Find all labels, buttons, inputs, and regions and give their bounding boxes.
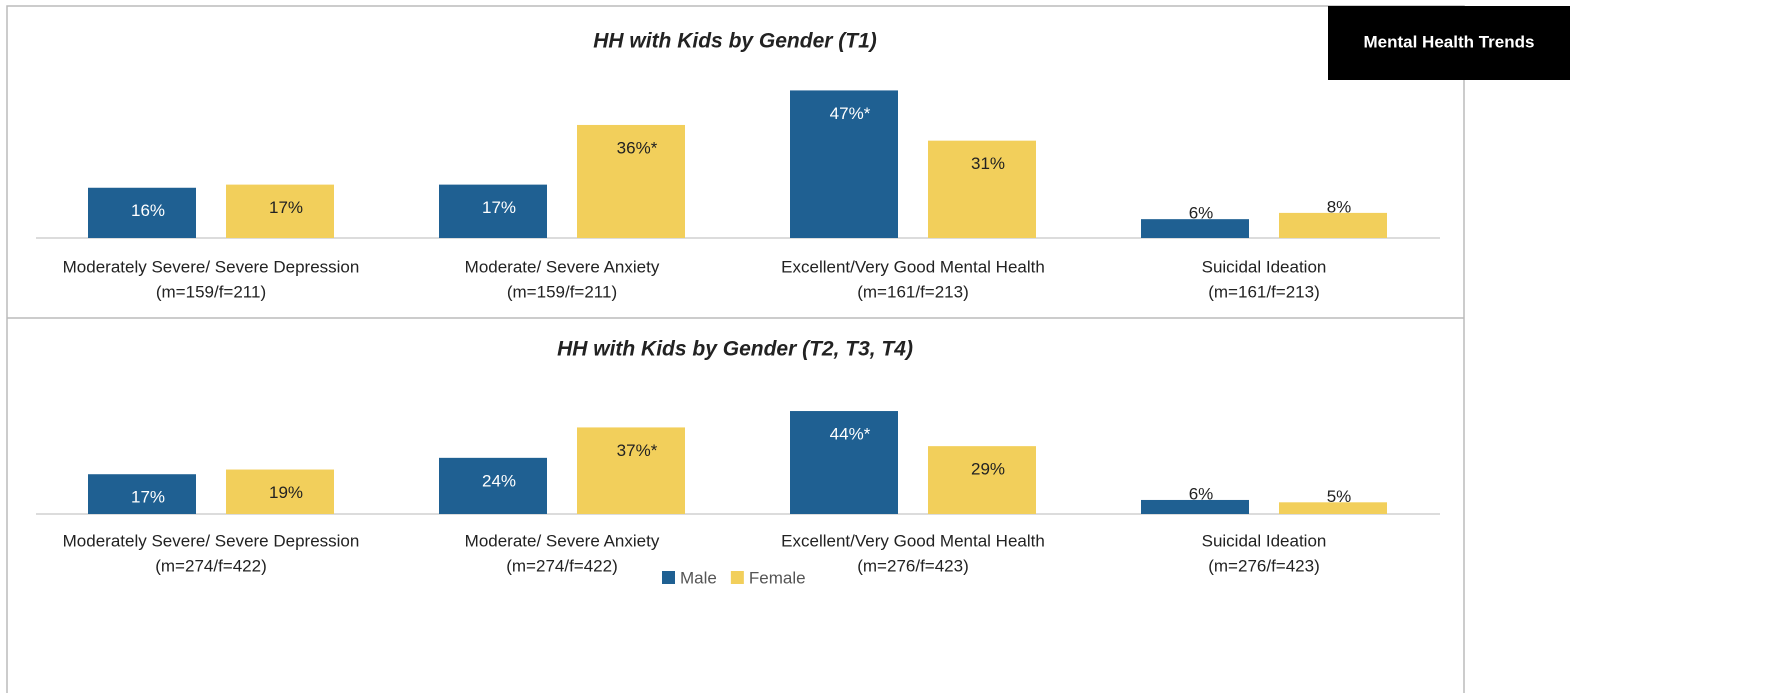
bar	[1279, 502, 1387, 514]
chart-title: HH with Kids by Gender (T1)	[593, 30, 877, 53]
category-label: Excellent/Very Good Mental Health	[781, 531, 1045, 550]
legend-swatch	[730, 571, 744, 584]
bar	[439, 457, 547, 514]
legend-swatch	[662, 571, 675, 584]
data-label: 24%	[482, 471, 516, 490]
bar	[88, 187, 196, 238]
bar	[226, 184, 334, 238]
bar	[790, 411, 898, 514]
category-label: Moderately Severe/ Severe Depression	[63, 257, 360, 276]
data-label: 29%	[971, 460, 1005, 479]
tab-box	[1328, 6, 1570, 80]
frame	[6, 5, 1465, 693]
bar	[226, 469, 334, 514]
category-label: Suicidal Ideation	[1202, 531, 1327, 550]
tab-label: Mental Health Trends	[1364, 32, 1535, 51]
bar	[1141, 219, 1249, 238]
category-label: (m=276/f=423)	[1208, 556, 1320, 575]
chart-title: HH with Kids by Gender (T2, T3, T4)	[557, 338, 913, 361]
bar	[439, 184, 547, 238]
bar	[790, 90, 898, 238]
category-label: (m=159/f=211)	[507, 282, 617, 301]
data-label: 8%	[1327, 197, 1352, 216]
data-label: 36%*	[617, 138, 658, 157]
category-label: Excellent/Very Good Mental Health	[781, 257, 1045, 276]
bar	[577, 124, 685, 238]
legend-label: Male	[680, 568, 717, 587]
bar	[577, 427, 685, 514]
category-label: (m=161/f=213)	[857, 282, 969, 301]
data-label: 16%	[131, 201, 165, 220]
data-label: 37%*	[617, 441, 658, 460]
category-label: (m=161/f=213)	[1208, 282, 1320, 301]
data-label: 47%*	[830, 104, 871, 123]
category-label: Suicidal Ideation	[1202, 257, 1327, 276]
legend-label: Female	[749, 568, 806, 587]
category-label: (m=276/f=423)	[857, 556, 969, 575]
category-label: (m=274/f=422)	[155, 556, 267, 575]
category-label: (m=159/f=211)	[156, 282, 266, 301]
bar	[1279, 212, 1387, 238]
data-label: 17%	[482, 198, 516, 217]
data-label: 17%	[269, 198, 303, 217]
data-label: 17%	[131, 488, 165, 507]
data-label: 31%	[971, 154, 1005, 173]
bar	[928, 446, 1036, 514]
category-label: Moderately Severe/ Severe Depression	[63, 531, 360, 550]
data-label: 44%*	[830, 425, 871, 444]
data-label: 5%	[1327, 487, 1352, 506]
data-label: 6%	[1189, 204, 1214, 223]
data-label: 19%	[269, 483, 303, 502]
category-label: Moderate/ Severe Anxiety	[465, 257, 660, 276]
category-label: Moderate/ Severe Anxiety	[465, 531, 660, 550]
bar	[88, 474, 196, 514]
data-label: 6%	[1189, 484, 1214, 503]
bar	[1141, 499, 1249, 514]
bar	[928, 140, 1036, 238]
category-label: (m=274/f=422)	[506, 556, 618, 575]
